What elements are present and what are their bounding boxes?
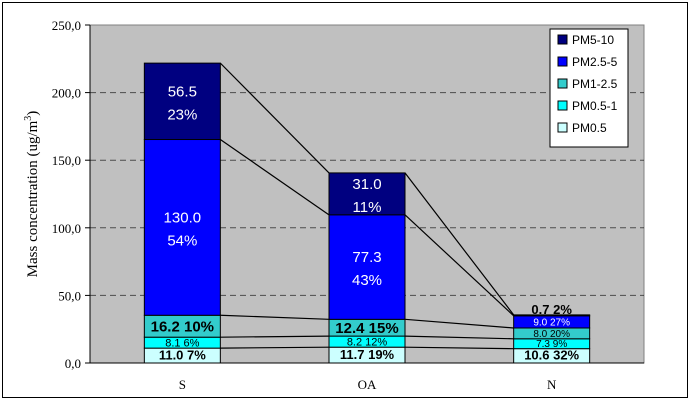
- series-connector-line: [220, 314, 330, 320]
- legend-swatch: [557, 34, 568, 45]
- series-connector-line: [404, 346, 514, 350]
- y-tick-label: 50,0: [58, 288, 81, 303]
- legend-label: PM2.5-5: [572, 55, 618, 69]
- y-tick-label: 200,0: [52, 86, 81, 101]
- y-tick-label: 250,0: [52, 18, 81, 33]
- data-label: 54%: [167, 232, 197, 249]
- series-connector-line: [404, 172, 515, 316]
- y-tick-label: 0,0: [65, 356, 81, 371]
- data-label: 9.0 27%: [533, 317, 570, 328]
- series-connector-line: [219, 62, 330, 174]
- data-label: 11.0 7%: [159, 347, 206, 362]
- bar-segment[interactable]: [143, 139, 221, 316]
- bar-segment[interactable]: [143, 62, 221, 141]
- data-label: 12.4 15%: [335, 320, 398, 337]
- data-label: 8.2 12%: [347, 336, 388, 348]
- y-axis-label: Mass concentration (ug/m3): [23, 111, 41, 278]
- legend-swatch: [557, 122, 568, 133]
- data-label: 16.2 10%: [151, 318, 214, 335]
- bar-segment[interactable]: [513, 314, 591, 317]
- legend-swatch: [557, 100, 568, 111]
- bar-segment[interactable]: [328, 214, 406, 320]
- legend-label: PM0.5-1: [572, 99, 618, 113]
- series-connector-line: [220, 346, 330, 349]
- data-label: 56.5: [168, 83, 197, 100]
- data-label: 7.3 9%: [536, 339, 567, 350]
- series-connector-line: [219, 139, 330, 216]
- data-label: 11.7 19%: [340, 347, 395, 362]
- series-connector-line: [404, 214, 515, 317]
- legend-label: PM0.5: [572, 121, 607, 135]
- legend-swatch: [557, 78, 568, 89]
- series-connector-line: [404, 318, 514, 329]
- bar-segment[interactable]: [328, 172, 406, 216]
- data-label: 0.7 2%: [531, 302, 572, 317]
- x-tick-label: OA: [358, 377, 377, 392]
- data-label: 43%: [352, 272, 382, 289]
- series-connector-line: [220, 335, 330, 338]
- y-tick-label: 150,0: [52, 153, 81, 168]
- data-label: 8.1 6%: [165, 338, 199, 350]
- data-label: 11%: [353, 199, 382, 216]
- data-label: 130.0: [164, 209, 202, 226]
- legend-label: PM5-10: [572, 33, 614, 47]
- x-tick-label: S: [179, 377, 186, 392]
- legend-label: PM1-2.5: [572, 77, 618, 91]
- x-tick-label: N: [547, 377, 557, 392]
- data-label: 8.0 20%: [533, 329, 570, 340]
- legend-swatch: [557, 56, 568, 67]
- data-label: 23%: [167, 106, 197, 123]
- data-label: 31.0: [352, 176, 381, 193]
- data-label: 10.6 32%: [524, 347, 579, 362]
- series-connector-line: [404, 335, 514, 340]
- data-label: 77.3: [352, 249, 381, 266]
- y-tick-label: 100,0: [52, 221, 81, 236]
